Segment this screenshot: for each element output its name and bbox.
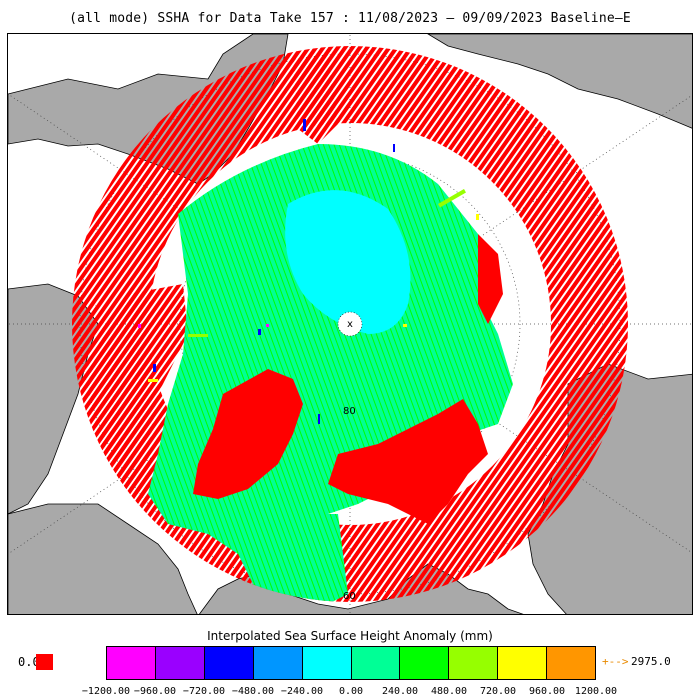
color-bar-tick-label: −480.00	[231, 686, 275, 697]
color-bar-tick-label: −720.00	[182, 686, 226, 697]
color-bar-tick-label: 1200.00	[574, 686, 618, 697]
color-bar-tick-label: −240.00	[280, 686, 324, 697]
pole-marker: x	[347, 319, 353, 330]
pole-hole	[337, 311, 363, 337]
legend-title: Interpolated Sea Surface Height Anomaly …	[207, 629, 493, 643]
zero-value-label: 0.0	[18, 655, 40, 669]
color-bar-cell	[449, 647, 499, 679]
color-bar-cell	[204, 647, 254, 679]
color-bar-cell	[547, 647, 596, 679]
color-bar-tick-label: 240.00	[381, 686, 419, 697]
polar-stereographic-map: x 80 60	[8, 34, 692, 614]
color-bar-cell	[351, 647, 401, 679]
color-bar-tick-label: 720.00	[479, 686, 517, 697]
color-bar-tick-label: 0.00	[338, 686, 364, 697]
color-bar-tick-label: −960.00	[133, 686, 177, 697]
max-value-label: 2975.0	[631, 655, 671, 668]
color-bar-cell	[302, 647, 352, 679]
color-bar-tick-label: −1200.00	[81, 686, 131, 697]
color-bar-cell	[498, 647, 548, 679]
color-bar-tick-label: 960.00	[528, 686, 566, 697]
color-bar-cell	[253, 647, 303, 679]
latitude-label-60: 60	[343, 591, 356, 602]
max-arrow-icon: +-->	[602, 655, 629, 668]
polar-map: x 80 60	[7, 33, 693, 615]
color-bar-cell	[155, 647, 205, 679]
ssha-data-tracks	[72, 46, 628, 602]
color-bar-cell	[400, 647, 450, 679]
color-bar-ticks: −1200.00 −960.00 −720.00 −480.00 −240.00 0.00…	[0, 686, 700, 700]
map-title: (all mode) SSHA for Data Take 157 : 11/0…	[69, 11, 631, 26]
zero-color-swatch	[36, 654, 53, 670]
color-bar-cell	[107, 647, 156, 679]
latitude-label-80: 80	[343, 406, 356, 417]
color-bar	[106, 646, 596, 680]
color-bar-tick-label: 480.00	[430, 686, 468, 697]
